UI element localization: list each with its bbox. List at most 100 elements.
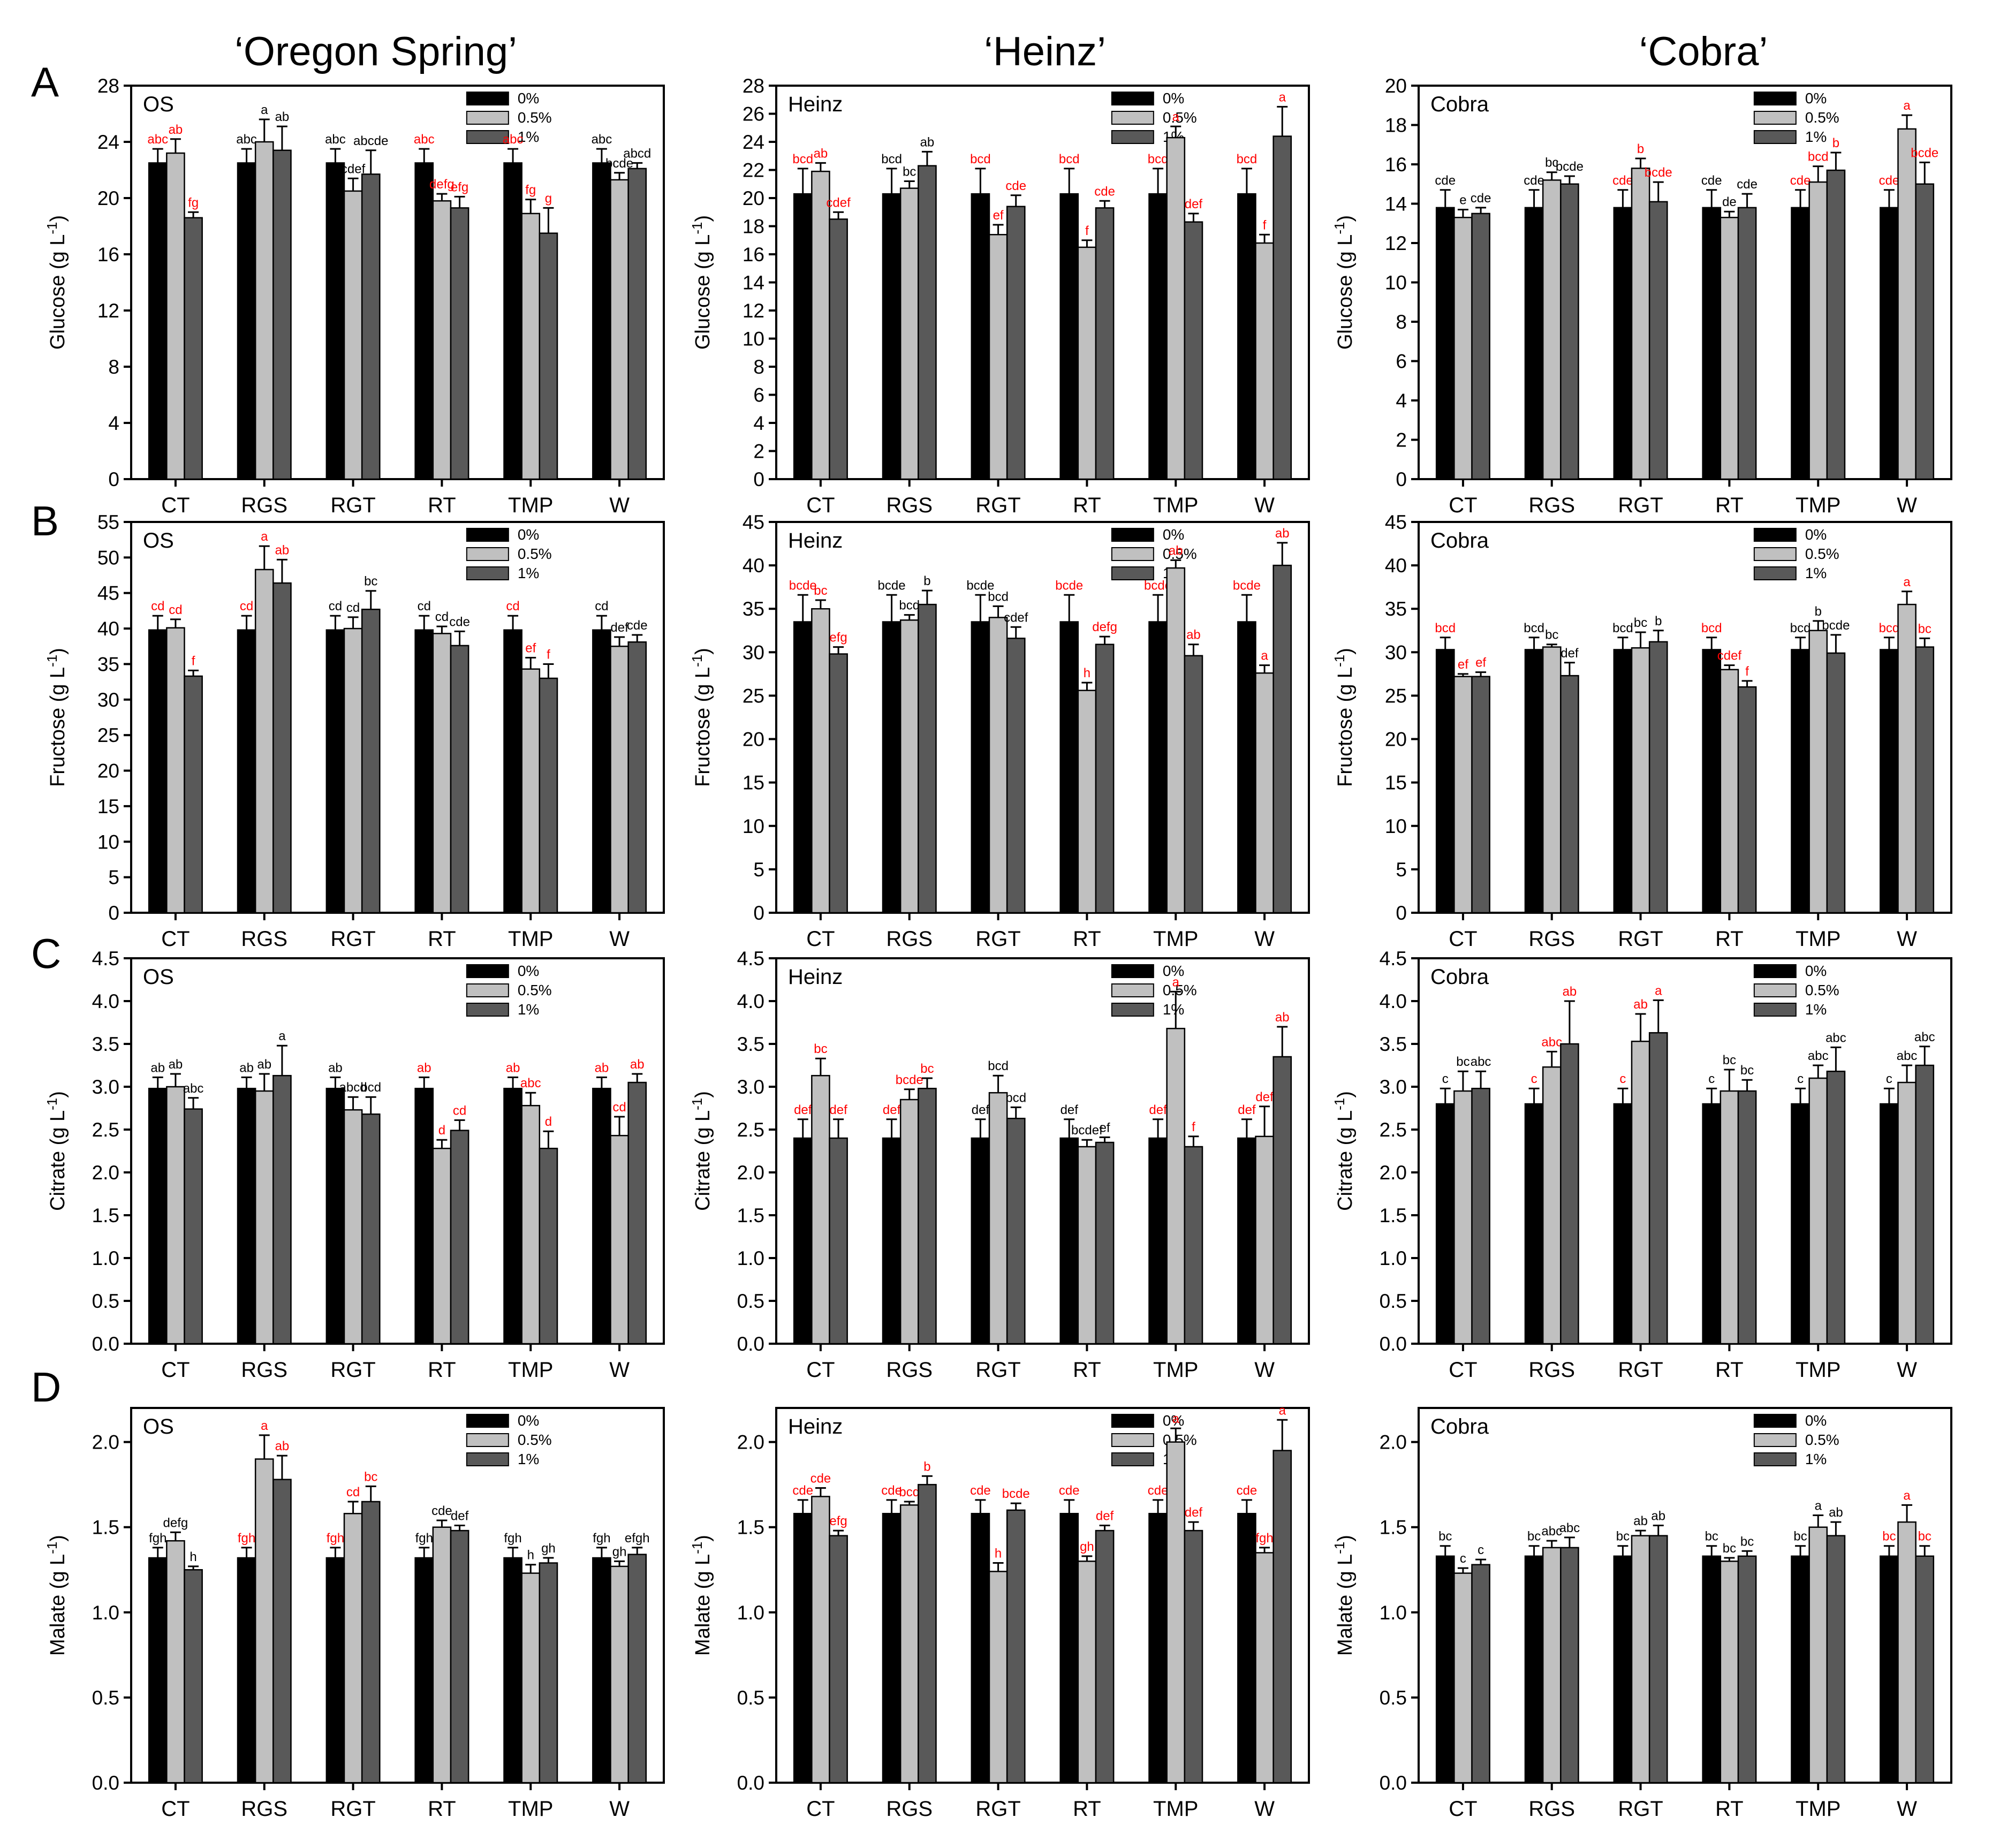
- bar: [254, 1458, 274, 1784]
- legend-label: 1%: [1805, 128, 1827, 145]
- significance-label: bc: [1723, 1053, 1736, 1067]
- significance-label: de: [1722, 195, 1737, 209]
- significance-label: cd: [240, 599, 253, 614]
- bar: [1095, 643, 1115, 914]
- legend-swatch: [1111, 130, 1154, 144]
- y-tick-label: 26: [743, 103, 764, 125]
- significance-label: h: [190, 1550, 196, 1564]
- significance-label: cde: [1790, 173, 1811, 188]
- x-tick-label: W: [1897, 1797, 1917, 1821]
- significance-label: bcd: [1612, 621, 1633, 635]
- bar: [1453, 1572, 1473, 1784]
- y-tick-label: 4.0: [92, 990, 119, 1012]
- legend-swatch: [1753, 92, 1797, 105]
- legend-swatch: [1111, 547, 1154, 561]
- x-tick-label: RGT: [330, 927, 375, 951]
- significance-label: ab: [1275, 526, 1290, 541]
- y-tick-label: 6: [753, 384, 764, 406]
- y-tick-label: 2.0: [737, 1432, 764, 1453]
- y-tick-label: 12: [1385, 232, 1407, 254]
- y-tick-label: 2: [753, 441, 764, 463]
- y-axis-label: Malate (g L-1): [689, 1535, 714, 1656]
- significance-label: def: [972, 1103, 990, 1117]
- y-axis-label-close: ): [692, 1535, 714, 1542]
- bar: [1880, 1555, 1899, 1784]
- chart-panel: 0.0 0.5 1.0 1.5 2.0 Malate (g L-1) Cobra 0% 0.5%…: [1331, 1407, 1952, 1821]
- y-tick-label: 8: [108, 356, 119, 378]
- y-tick-label: 3.0: [1380, 1076, 1407, 1098]
- legend-label: 0.5%: [1805, 546, 1839, 562]
- bar: [1648, 641, 1668, 914]
- bar: [918, 603, 937, 914]
- bar: [503, 162, 522, 480]
- y-tick-label: 24: [97, 131, 119, 153]
- x-tick-label: TMP: [1796, 927, 1840, 951]
- significance-label: def: [1238, 1103, 1256, 1117]
- significance-label: d: [438, 1123, 445, 1138]
- bar: [1453, 216, 1473, 480]
- y-tick-label: 10: [743, 815, 764, 837]
- y-tick-label: 16: [97, 244, 119, 266]
- bar: [1808, 1526, 1828, 1784]
- significance-label: gh: [1080, 1540, 1094, 1554]
- y-axis-label-superscript: -1: [44, 222, 60, 234]
- bar: [1915, 1555, 1935, 1784]
- bar: [1471, 213, 1490, 480]
- bar: [414, 1087, 434, 1345]
- legend-label: 1%: [1805, 565, 1827, 581]
- significance-label: cde: [1059, 1483, 1080, 1498]
- y-axis-label-superscript: -1: [1331, 655, 1347, 667]
- significance-label: efg: [829, 631, 847, 645]
- significance-label: f: [1192, 1120, 1195, 1134]
- significance-label: cde: [1524, 173, 1544, 188]
- significance-label: cde: [1879, 173, 1900, 188]
- significance-label: cde: [881, 1483, 902, 1498]
- y-tick-label: 3.0: [737, 1076, 764, 1098]
- bar: [325, 1557, 345, 1784]
- bar: [1435, 649, 1455, 914]
- y-axis-label-close: ): [47, 1091, 69, 1098]
- significance-label: ab: [275, 543, 290, 557]
- significance-label: ab: [275, 110, 290, 124]
- bar: [1184, 221, 1203, 480]
- significance-label: abc: [1808, 1049, 1829, 1063]
- significance-label: cd: [329, 599, 342, 614]
- x-tick-label: TMP: [508, 494, 553, 517]
- significance-label: a: [261, 529, 268, 544]
- bar: [1237, 1137, 1256, 1345]
- x-tick-label: RGT: [975, 927, 1020, 951]
- significance-label: cde: [970, 1483, 991, 1498]
- y-tick-label: 14: [743, 272, 764, 294]
- y-tick-label: 0.0: [737, 1772, 764, 1794]
- significance-label: bcde: [1645, 165, 1672, 180]
- bar: [1631, 1040, 1650, 1345]
- y-tick-label: 0.5: [1380, 1687, 1407, 1709]
- y-tick-label: 16: [743, 244, 764, 266]
- bar: [899, 187, 919, 480]
- significance-label: abcd: [623, 146, 651, 161]
- legend-swatch: [1753, 1414, 1797, 1428]
- bar: [1915, 183, 1935, 480]
- y-tick-label: 3.5: [737, 1033, 764, 1055]
- x-tick-label: CT: [806, 494, 835, 517]
- significance-label: bc: [1705, 1529, 1718, 1544]
- significance-label: bcd: [360, 1080, 381, 1095]
- significance-label: ab: [1275, 1010, 1290, 1025]
- legend-swatch: [1111, 983, 1154, 997]
- x-tick-label: W: [609, 494, 630, 517]
- significance-label: bcd: [899, 1485, 920, 1499]
- significance-label: cde: [1701, 173, 1722, 188]
- bar: [272, 582, 292, 914]
- bar: [1826, 1535, 1846, 1784]
- significance-label: bc: [1740, 1063, 1754, 1078]
- y-tick-label: 25: [743, 685, 764, 707]
- bar: [1237, 1513, 1256, 1784]
- significance-label: abc: [592, 132, 612, 147]
- significance-label: def: [610, 620, 628, 635]
- bar: [811, 608, 830, 914]
- significance-label: bcde: [1911, 146, 1938, 160]
- bar: [343, 190, 363, 480]
- bar: [1453, 1090, 1473, 1345]
- x-tick-label: RT: [1073, 1797, 1101, 1821]
- significance-label: bc: [1882, 1529, 1896, 1544]
